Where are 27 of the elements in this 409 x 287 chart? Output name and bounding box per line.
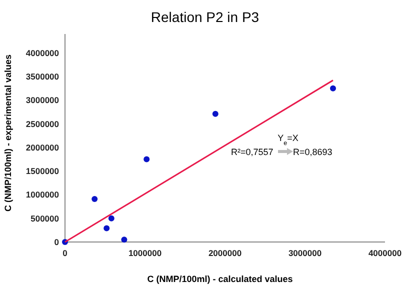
y-tick-label: 4000000 [26,48,60,58]
annotation: Y$_{e}$=X [278,133,298,146]
annotation: R²=0,7557 [231,147,274,157]
point [104,225,110,232]
x-tick-label: 2000000 [208,248,242,258]
x-tick-label: 1000000 [128,248,162,258]
x-tick-label: 3000000 [288,248,322,258]
point [212,110,218,117]
y-tick-label: 0 [54,237,60,247]
y-axis-title: C (NMP/100ml) - experimental values [3,54,13,212]
y-tick-label: 1000000 [26,190,60,200]
chart-title: Relation P2 in P3 [150,9,260,25]
x-tick-label: 0 [62,248,68,258]
point [144,156,150,162]
y-tick-label: 3000000 [26,95,60,106]
x-tick-label: 4000000 [368,248,402,258]
y-tick-label: 2000000 [26,142,60,152]
annotation: R=0,8693 [293,147,332,157]
y-tick-label: 3500000 [26,72,60,82]
point [330,85,336,92]
y-tick-label: 1500000 [26,166,60,176]
x-axis-title: C (NMP/100ml) - calculated values [147,274,293,284]
point [92,196,98,202]
point [121,236,128,243]
y-tick-label: 500000 [30,213,60,224]
y-tick-label: 2500000 [26,118,60,129]
point [108,215,114,222]
